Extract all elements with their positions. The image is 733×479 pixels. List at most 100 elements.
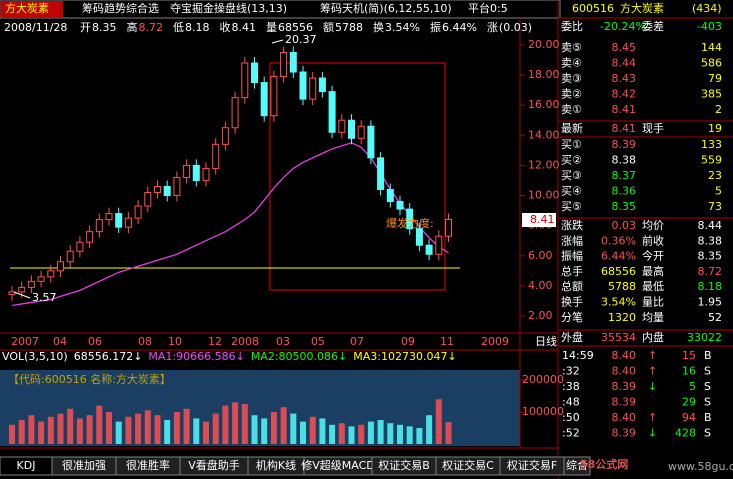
count: (434) bbox=[692, 2, 722, 15]
volume-bar bbox=[47, 416, 54, 444]
trade-arrow: ↑ bbox=[648, 365, 657, 378]
stat-label: 量比 bbox=[642, 296, 664, 309]
label: 最新 bbox=[561, 121, 583, 135]
vol-caption: 【代码:600516 名称:方大炭素】 bbox=[8, 372, 171, 386]
book-volume: 385 bbox=[701, 88, 722, 101]
field-value: 8.35 bbox=[92, 21, 117, 34]
volume-bar bbox=[67, 408, 74, 444]
book-label: 买① bbox=[561, 138, 582, 151]
field-value: 6.44% bbox=[442, 21, 477, 34]
book-volume: 23 bbox=[708, 169, 722, 182]
book-price: 8.38 bbox=[612, 154, 637, 167]
field-value: 5788 bbox=[335, 21, 363, 34]
trade-arrow: ↑ bbox=[648, 349, 657, 362]
label: 现手 bbox=[642, 121, 664, 135]
candle bbox=[154, 185, 161, 194]
candle bbox=[241, 62, 249, 99]
tab-label: V看盘助手 bbox=[188, 458, 240, 472]
stat-value: 1.95 bbox=[698, 296, 723, 309]
tab[interactable] bbox=[563, 456, 591, 476]
tab-label: 权证交易C bbox=[442, 458, 494, 472]
price-tick-label: 10.00 bbox=[528, 189, 560, 202]
name: 方大炭素 bbox=[620, 1, 664, 15]
volume-bar bbox=[387, 423, 394, 444]
stat-value: 68556 bbox=[601, 265, 636, 278]
volume-bar bbox=[416, 428, 423, 444]
book-volume: 133 bbox=[701, 138, 722, 151]
volume-bar bbox=[232, 402, 239, 444]
trade-side: B bbox=[704, 411, 712, 424]
field-value: 8.72 bbox=[139, 21, 164, 34]
book-volume: 559 bbox=[701, 154, 722, 167]
field-label: 额 bbox=[323, 21, 334, 34]
stat-label: 总额 bbox=[561, 279, 583, 293]
stat-label: 涨幅 bbox=[561, 234, 583, 247]
code: 600516 bbox=[572, 2, 614, 15]
low-annotation: 3.57 bbox=[32, 291, 57, 304]
stat-label: 均价 bbox=[642, 219, 664, 232]
book-volume: 2 bbox=[715, 103, 722, 116]
candle bbox=[318, 77, 326, 93]
price-tick-label: 4.00 bbox=[528, 279, 553, 292]
date-label: 2008 bbox=[231, 335, 259, 348]
volume-bar bbox=[251, 415, 258, 444]
volume-bar bbox=[193, 418, 200, 444]
candle bbox=[95, 219, 103, 233]
stat-label: 均量 bbox=[642, 311, 664, 324]
candle bbox=[309, 77, 317, 100]
stock-name: 方大炭素 bbox=[5, 1, 49, 15]
trade-side: S bbox=[704, 427, 711, 440]
vol-header: MA3:102730.047↓ bbox=[353, 350, 456, 363]
candle bbox=[105, 213, 113, 221]
volume-bar bbox=[96, 405, 103, 444]
burst-annotation: 爆发力度: bbox=[386, 216, 434, 230]
trade-side: S bbox=[704, 396, 711, 409]
trade-volume: 5 bbox=[689, 380, 696, 393]
volume-bar bbox=[86, 415, 93, 444]
trade-time: :32 bbox=[562, 365, 580, 378]
trade-side: B bbox=[704, 349, 712, 362]
candle bbox=[280, 51, 288, 78]
stat-value: 6.44% bbox=[601, 250, 636, 263]
stat-label: 今开 bbox=[642, 249, 664, 263]
candle bbox=[212, 143, 220, 169]
book-price: 8.41 bbox=[612, 103, 637, 116]
book-price: 8.39 bbox=[612, 138, 637, 151]
stat-value: 1320 bbox=[608, 311, 636, 324]
candle bbox=[348, 119, 355, 139]
volume-bar bbox=[154, 415, 161, 444]
trade-price: 8.39 bbox=[612, 396, 637, 409]
candle bbox=[299, 71, 307, 100]
indicator-name: 平台0:5 bbox=[468, 1, 508, 15]
date-label: 2007 bbox=[11, 335, 39, 348]
indicator-name: 夺宝掘金操盘线(13,13) bbox=[170, 1, 287, 15]
stat-value: 5788 bbox=[608, 280, 636, 293]
book-label: 卖② bbox=[561, 88, 582, 101]
trade-time: :52 bbox=[562, 427, 580, 440]
book-price: 8.43 bbox=[612, 72, 637, 85]
volume-bar bbox=[367, 421, 374, 444]
vol-tick-label: 200000 bbox=[522, 373, 564, 386]
value: 35534 bbox=[601, 331, 636, 344]
vol-tick-label: 100000 bbox=[522, 405, 564, 418]
candle bbox=[144, 192, 152, 207]
vol-header: VOL(3,5,10) bbox=[2, 350, 68, 363]
candle bbox=[231, 97, 239, 129]
top-bar bbox=[0, 0, 561, 19]
stat-value: 0.03 bbox=[612, 219, 637, 232]
watermark: 58公式网 bbox=[580, 457, 628, 471]
value: 33022 bbox=[687, 331, 722, 344]
stat-value: 8.44 bbox=[698, 219, 723, 232]
tab-label: 修V超级MACD bbox=[301, 458, 375, 472]
volume-bar bbox=[426, 415, 433, 444]
volume-bar bbox=[76, 418, 83, 444]
candle bbox=[221, 127, 229, 145]
date-label: 06 bbox=[88, 335, 102, 348]
candle bbox=[134, 205, 142, 219]
date-label: 10 bbox=[168, 335, 182, 348]
volume-bar bbox=[144, 410, 151, 444]
tab-label: KDJ bbox=[17, 459, 36, 472]
field-label: 开 bbox=[80, 21, 91, 34]
trade-price: 8.40 bbox=[612, 349, 637, 362]
label: 委差 bbox=[642, 19, 664, 33]
